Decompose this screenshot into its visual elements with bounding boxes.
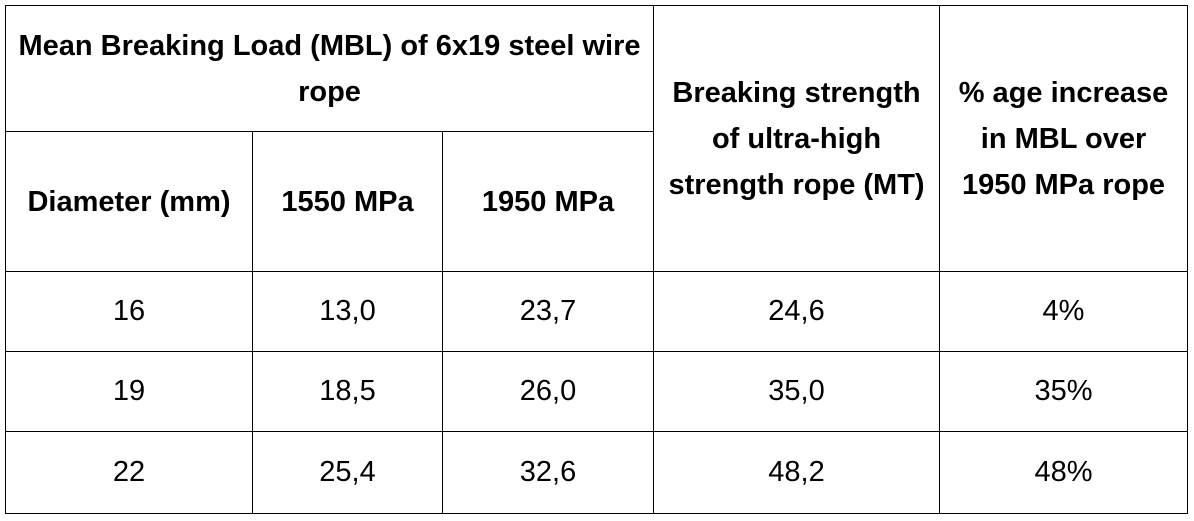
cell-pct-increase: 48% bbox=[939, 431, 1189, 514]
header-uhs-strength: Breaking strength of ultra-high strength… bbox=[653, 5, 941, 272]
header-diameter: Diameter (mm) bbox=[5, 131, 253, 272]
cell-diameter: 22 bbox=[5, 431, 253, 514]
cell-uhs-strength: 35,0 bbox=[653, 351, 941, 432]
header-1950-mpa: 1950 MPa bbox=[441, 131, 655, 272]
header-row-top: Mean Breaking Load (MBL) of 6x19 steel w… bbox=[4, 5, 1189, 272]
cell-1950-mpa: 26,0 bbox=[441, 351, 655, 432]
group-header-mbl: Mean Breaking Load (MBL) of 6x19 steel w… bbox=[4, 5, 655, 132]
table-row: 19 18,5 26,0 35,0 35% bbox=[5, 351, 1189, 432]
header-1550-mpa: 1550 MPa bbox=[252, 131, 443, 272]
cell-uhs-strength: 48,2 bbox=[653, 431, 941, 514]
cell-1550-mpa: 13,0 bbox=[252, 271, 443, 352]
cell-diameter: 16 bbox=[5, 271, 253, 352]
header-row-sub: Diameter (mm) 1550 MPa 1950 MPa bbox=[5, 131, 1188, 272]
cell-uhs-strength: 24,6 bbox=[653, 271, 941, 352]
mbl-table: Mean Breaking Load (MBL) of 6x19 steel w… bbox=[4, 5, 1189, 514]
cell-1550-mpa: 25,4 bbox=[252, 431, 443, 514]
cell-1950-mpa: 32,6 bbox=[441, 431, 655, 514]
table-row: 16 13,0 23,7 24,6 4% bbox=[5, 271, 1189, 352]
cell-pct-increase: 4% bbox=[939, 271, 1189, 352]
header-pct-increase: % age increase in MBL over 1950 MPa rope bbox=[939, 5, 1189, 272]
cell-1950-mpa: 23,7 bbox=[441, 271, 655, 352]
table-row: 22 25,4 32,6 48,2 48% bbox=[5, 431, 1189, 514]
cell-diameter: 19 bbox=[5, 351, 253, 432]
cell-1550-mpa: 18,5 bbox=[252, 351, 443, 432]
cell-pct-increase: 35% bbox=[939, 351, 1189, 432]
